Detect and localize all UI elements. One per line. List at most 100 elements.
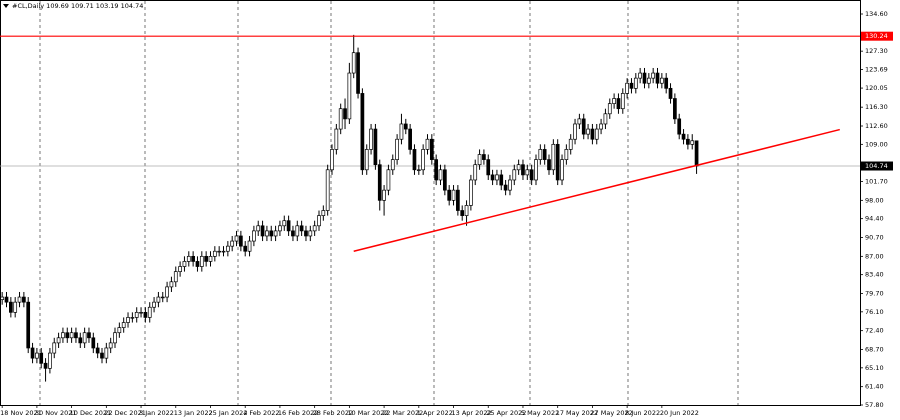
x-tick-label: 30 Nov 2021 [35, 409, 77, 417]
x-tick-label: 22 Mar 2022 [382, 409, 423, 417]
candle-body [351, 52, 356, 74]
y-tick-label: 57.80 [865, 401, 884, 409]
candle-body [651, 72, 656, 79]
x-tick-label: 25 Apr 2022 [486, 409, 526, 417]
candle-body [295, 225, 300, 237]
candle-body [108, 342, 113, 349]
candle-body [69, 332, 74, 339]
candle-body [573, 123, 577, 140]
candle-body [516, 164, 521, 171]
candle-body [65, 332, 70, 339]
candle-body [26, 301, 31, 349]
x-tick-label: 8 Jun 2022 [625, 409, 660, 417]
x-tick-label: 25 Jan 2022 [208, 409, 247, 417]
candle-body [377, 164, 382, 201]
y-tick-label: 134.60 [865, 10, 888, 18]
candle-body [382, 189, 386, 201]
candle-body [586, 128, 590, 135]
candle-body [278, 225, 282, 232]
candle-body [186, 255, 191, 262]
candle-body [590, 128, 595, 140]
candle-body [373, 128, 378, 166]
candle-body [273, 230, 278, 237]
x-tick-label: 4 Feb 2022 [243, 409, 279, 417]
candle-body [655, 72, 660, 84]
candle-body [82, 332, 87, 344]
candle-body [87, 332, 91, 339]
y-tick-label: 109.00 [865, 140, 888, 148]
candle-body [659, 77, 664, 84]
candle-body [486, 159, 491, 176]
candle-body [356, 52, 360, 94]
candle-body [9, 301, 13, 313]
candle-body [113, 332, 117, 344]
candle-body [104, 347, 109, 359]
candle-body [625, 82, 629, 94]
candle-body [390, 159, 395, 171]
candle-body [195, 261, 200, 267]
candle-body [117, 327, 122, 334]
x-tick-label: 16 Feb 2022 [278, 409, 318, 417]
candle-body [30, 347, 35, 359]
candle-body [17, 296, 22, 303]
candle-body [247, 240, 252, 252]
candle-body [412, 149, 417, 171]
candle-body [78, 337, 83, 344]
candle-body [165, 286, 169, 298]
candle-body [403, 123, 408, 130]
candle-body [243, 245, 248, 252]
candle-body [191, 255, 195, 262]
candle-body [43, 362, 48, 369]
candle-body [100, 352, 104, 359]
candle-body [208, 255, 213, 262]
y-tick-label: 116.30 [865, 103, 888, 111]
trendline [353, 128, 840, 252]
y-tick-label: 65.10 [865, 364, 884, 372]
candle-body [226, 245, 230, 252]
candle-body [538, 149, 543, 160]
candle-body [464, 205, 469, 216]
candle-body [460, 210, 465, 216]
candle-body [234, 235, 239, 242]
candles [0, 34, 699, 382]
candle-body [173, 271, 178, 283]
candle-body [143, 311, 148, 318]
candle-body [269, 230, 274, 237]
candle-body [91, 337, 96, 349]
candle-body [74, 332, 78, 339]
candle-body [408, 128, 412, 150]
current-price-label: 104.74 [865, 162, 888, 170]
candle-body [61, 332, 65, 339]
x-tick-label: 22 Dec 2021 [104, 409, 146, 417]
candle-body [677, 118, 682, 135]
candle-body [542, 149, 547, 160]
candle-body [130, 317, 135, 319]
candle-body [607, 103, 612, 115]
candle-body [633, 77, 638, 89]
candle-body [529, 169, 534, 181]
x-tick-label: 1 Apr 2022 [417, 409, 453, 417]
y-tick-label: 87.00 [865, 252, 884, 260]
candle-body [555, 143, 560, 181]
candle-body [525, 169, 530, 176]
x-tick-label: 13 Apr 2022 [452, 409, 492, 417]
candle-body [39, 352, 44, 364]
candle-body [642, 72, 647, 84]
candle-body [204, 255, 208, 262]
y-tick-label: 127.30 [865, 47, 888, 55]
candle-body [425, 138, 430, 150]
candle-body [48, 352, 52, 369]
candle-body [416, 169, 421, 171]
candle-body [581, 118, 586, 135]
x-tick-label: 10 Mar 2022 [347, 409, 388, 417]
candle-body [564, 149, 569, 160]
candle-body [386, 169, 391, 191]
y-tick-label: 79.70 [865, 290, 884, 298]
candle-body [291, 230, 295, 237]
candle-body [0, 296, 5, 300]
plot-frame [0, 0, 861, 406]
x-tick-label: 5 May 2022 [521, 409, 559, 417]
candle-body [508, 179, 512, 191]
candle-body [447, 189, 452, 201]
